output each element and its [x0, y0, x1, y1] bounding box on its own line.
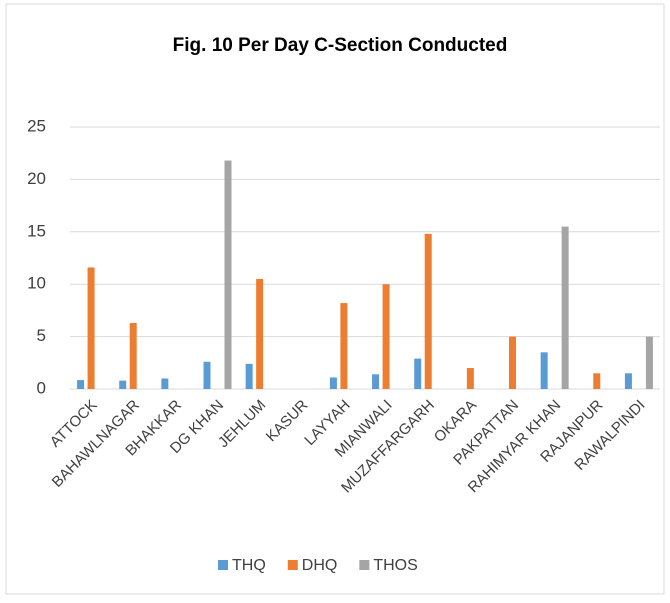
chart-border	[5, 3, 665, 595]
bar	[382, 284, 390, 389]
bar	[87, 267, 95, 389]
bar	[372, 374, 380, 389]
bar	[256, 278, 264, 389]
bar	[161, 378, 169, 389]
legend-swatch	[287, 560, 298, 570]
legend-label: THQ	[232, 557, 266, 574]
y-tick-label: 5	[37, 326, 46, 345]
bar	[561, 226, 569, 389]
bar	[329, 377, 337, 389]
bar	[245, 363, 253, 389]
legend-swatch	[218, 560, 228, 570]
y-tick-label: 10	[27, 274, 46, 293]
bar	[509, 336, 516, 389]
bar	[540, 352, 548, 389]
y-tick-label: 20	[27, 169, 46, 188]
bar	[466, 368, 474, 389]
legend-label: THOS	[373, 557, 417, 574]
legend-label: DHQ	[302, 557, 338, 574]
chart-title: Fig. 10 Per Day C-Section Conducted	[173, 35, 508, 56]
bar	[414, 358, 422, 389]
bar	[77, 380, 85, 389]
y-tick-label: 0	[37, 378, 46, 397]
bar	[119, 380, 127, 389]
legend-swatch	[359, 560, 370, 570]
bar	[340, 303, 348, 389]
bar	[203, 361, 211, 389]
y-tick-label: 15	[27, 221, 46, 240]
bar	[224, 160, 232, 389]
bar	[624, 373, 632, 389]
bar	[424, 233, 432, 389]
bar	[129, 322, 137, 389]
bar	[645, 336, 653, 389]
bar	[593, 373, 601, 389]
y-tick-label: 25	[27, 116, 46, 135]
